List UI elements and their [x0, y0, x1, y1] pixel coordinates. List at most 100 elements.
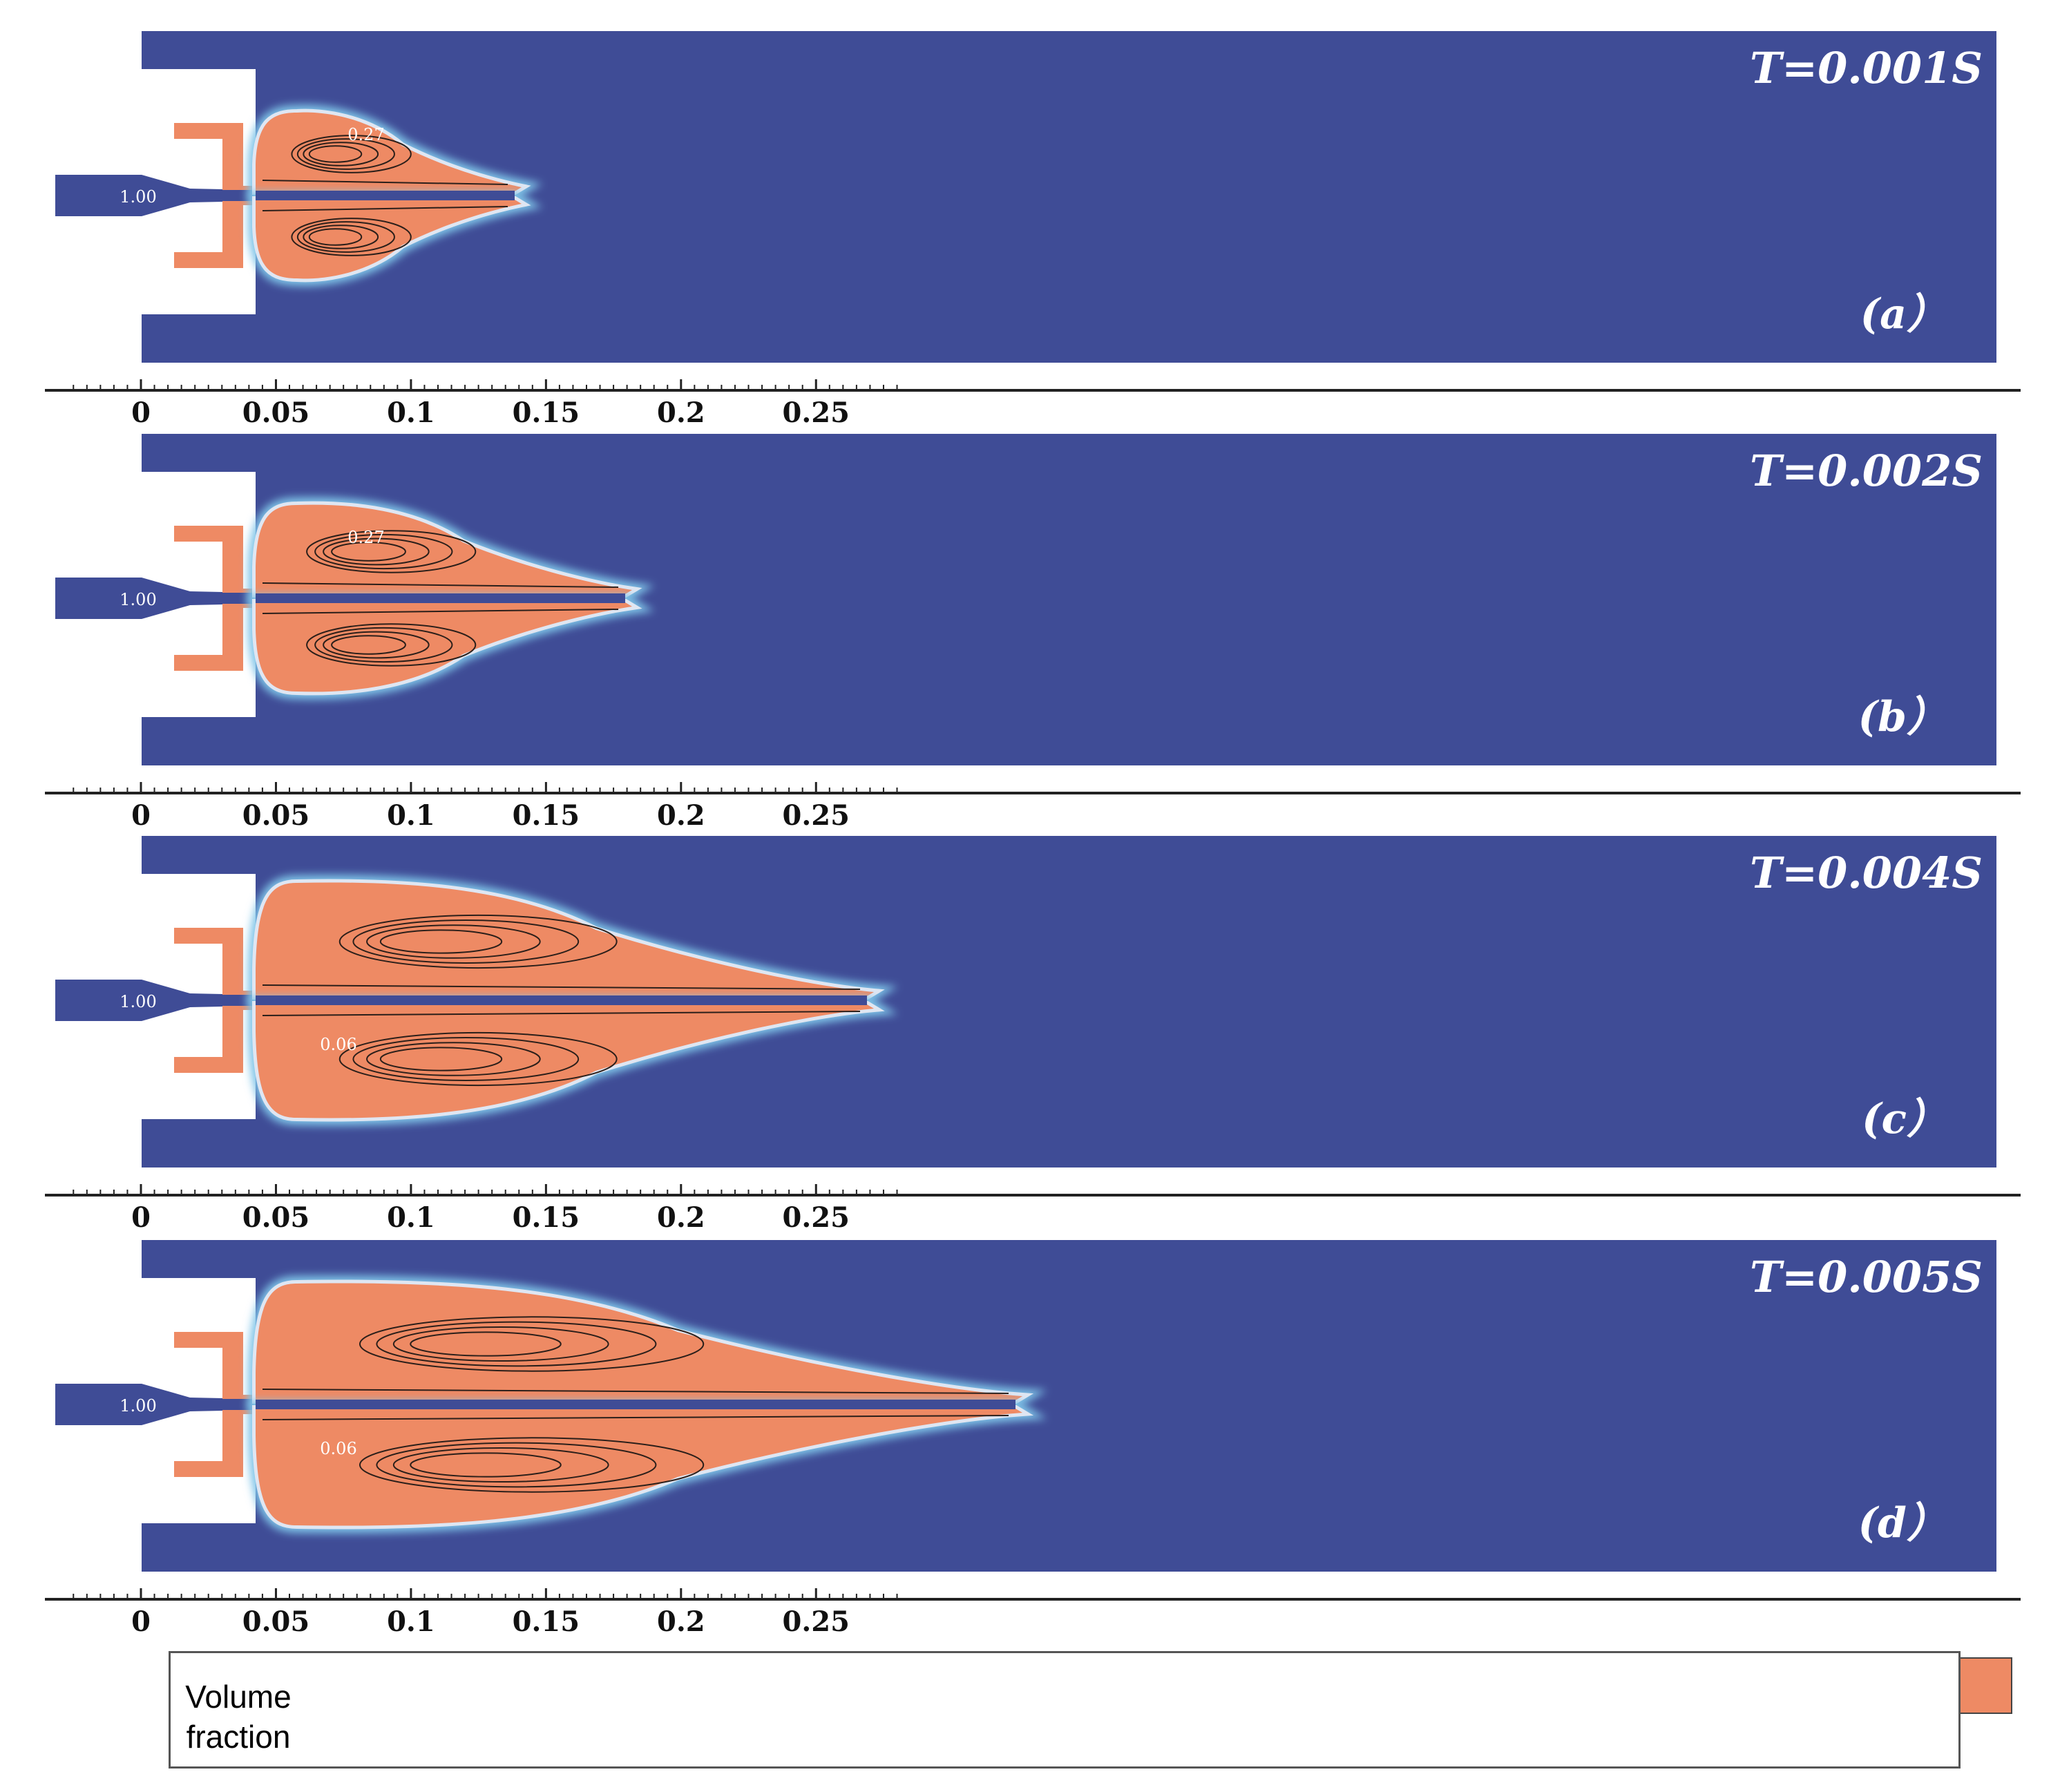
panel-label: (c）	[1862, 1095, 1948, 1143]
streamline	[376, 1321, 657, 1367]
jet-core	[256, 1400, 1015, 1409]
plume-upper	[256, 882, 874, 996]
injector-upper	[174, 526, 256, 593]
streamline	[379, 929, 503, 954]
tick-label: 0.15	[513, 1201, 580, 1234]
injector-upper	[174, 123, 256, 190]
tick-label: 0.15	[513, 799, 580, 832]
gas-domain	[142, 31, 1996, 363]
panel-b: 1.00 0.27 T=0.002S (b）	[55, 434, 1996, 765]
streamline	[291, 135, 412, 173]
plume-upper	[256, 504, 632, 594]
streamline	[291, 218, 412, 256]
streamline	[331, 635, 406, 655]
streamline	[262, 984, 861, 990]
streamline	[262, 582, 619, 588]
tick-label: 0.15	[513, 397, 580, 429]
injector-lower	[174, 604, 256, 671]
tick-label: 0.1	[387, 1605, 435, 1638]
streamline	[366, 924, 541, 959]
tick-label: 0.1	[387, 397, 435, 429]
panel-c: 1.00 0.06 T=0.004S (c）	[55, 836, 1996, 1167]
inlet-nozzle	[55, 1384, 256, 1425]
streamline	[303, 225, 379, 249]
streamline	[410, 1452, 562, 1478]
streamline	[366, 1042, 541, 1076]
contour-label: 0.06	[320, 1035, 356, 1054]
contour-label-inlet: 1.00	[120, 992, 156, 1011]
tick-label: 0.05	[242, 1605, 309, 1638]
injector-lower	[174, 1410, 256, 1477]
inlet-nozzle	[55, 980, 256, 1021]
streamline	[262, 1011, 861, 1016]
streamline	[296, 138, 395, 170]
injector-lower	[174, 1006, 256, 1073]
contour-label-inlet: 1.00	[120, 590, 156, 609]
legend-title: Volume fraction	[176, 1677, 301, 1757]
streamline	[392, 1326, 609, 1362]
streamline	[306, 623, 477, 667]
tick-label: 0	[131, 1605, 151, 1638]
tick-label: 0	[131, 799, 151, 832]
injector-lower	[174, 201, 256, 268]
panel-label: (b）	[1858, 693, 1948, 741]
tick-label: 0	[131, 1201, 151, 1234]
streamline	[352, 919, 580, 964]
streamline	[359, 1437, 705, 1493]
tick-label: 0	[131, 397, 151, 429]
plume-lower	[256, 602, 632, 692]
streamline	[308, 145, 363, 163]
inlet-nozzle	[55, 175, 256, 216]
x-axis-d: 0 0.05 0.1 0.15 0.2 0.25	[45, 1588, 2021, 1638]
streamline	[331, 542, 406, 562]
plume-lower	[256, 200, 522, 279]
x-axis-b: 0 0.05 0.1 0.15 0.2 0.25	[45, 782, 2021, 832]
x-axis-a: 0 0.05 0.1 0.15 0.2 0.25	[45, 379, 2021, 429]
tick-label: 0.05	[242, 799, 309, 832]
tick-label: 0.25	[783, 397, 850, 429]
tick-label: 0.25	[783, 799, 850, 832]
jet-core	[256, 995, 867, 1005]
contour-label: 0.06	[320, 1439, 356, 1458]
time-label: T=0.001S	[1750, 43, 1983, 93]
streamline	[338, 914, 618, 969]
contour-label-inlet: 1.00	[120, 1396, 156, 1416]
contour-label: 0.27	[347, 125, 384, 144]
tick-label: 0.1	[387, 799, 435, 832]
legend: Volume fraction	[169, 1651, 1961, 1769]
legend-title-line1: Volume	[185, 1679, 292, 1715]
tick-label: 0.25	[783, 1201, 850, 1234]
contour-label-inlet: 1.00	[120, 187, 156, 207]
panel-d: 1.00 0.06 T=0.005S (d）	[55, 1240, 1996, 1572]
streamline	[314, 533, 453, 570]
streamline	[262, 180, 508, 185]
streamline	[262, 206, 508, 211]
streamline	[323, 537, 430, 566]
panel-label: (d）	[1858, 1499, 1948, 1547]
tick-label: 0.25	[783, 1605, 850, 1638]
streamline	[296, 221, 395, 253]
jet-core	[256, 191, 515, 200]
plume-lower	[256, 1409, 1022, 1526]
streamline	[308, 228, 363, 246]
streamline	[323, 631, 430, 659]
contour-label: 0.27	[347, 528, 384, 547]
tick-label: 0.2	[657, 799, 705, 832]
plume-upper	[256, 1283, 1022, 1400]
injector-upper	[174, 928, 256, 995]
legend-title-line2: fraction	[186, 1719, 291, 1755]
tick-label: 0.1	[387, 1201, 435, 1234]
streamline	[379, 1047, 503, 1071]
tick-label: 0.05	[242, 397, 309, 429]
tick-label: 0.2	[657, 1605, 705, 1638]
panel-label: (a）	[1860, 290, 1948, 339]
inlet-nozzle	[55, 578, 256, 619]
streamline	[352, 1037, 580, 1081]
plume-lower	[256, 1004, 874, 1118]
streamline	[303, 142, 379, 166]
streamline	[314, 627, 453, 663]
time-label: T=0.002S	[1750, 446, 1983, 496]
gas-domain	[142, 434, 1996, 765]
streamline	[392, 1447, 609, 1483]
